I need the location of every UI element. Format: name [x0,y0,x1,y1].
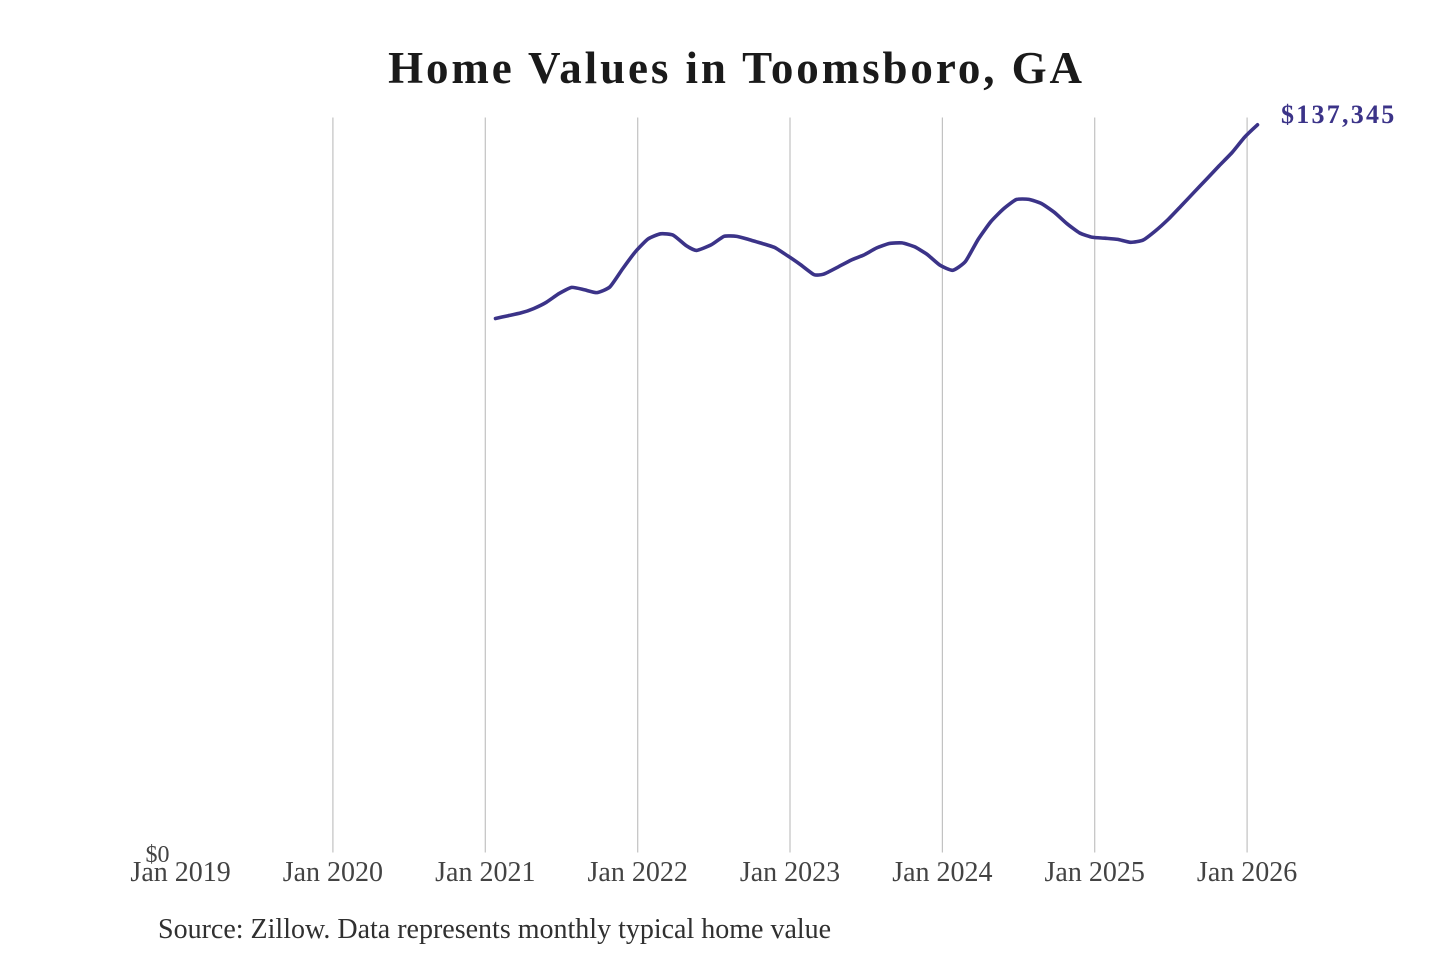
svg-text:Jan 2026: Jan 2026 [1197,857,1297,888]
svg-text:Jan 2020: Jan 2020 [283,857,383,888]
svg-text:Home Values in Toomsboro, GA: Home Values in Toomsboro, GA [388,43,1085,93]
svg-text:Jan 2025: Jan 2025 [1045,857,1145,888]
svg-text:$0: $0 [146,842,170,868]
svg-text:Jan 2021: Jan 2021 [435,857,535,888]
svg-text:Jan 2019: Jan 2019 [130,857,230,888]
svg-text:Source: Zillow. Data represent: Source: Zillow. Data represents monthly … [158,914,831,945]
svg-text:$137,345: $137,345 [1281,100,1397,129]
svg-text:Jan 2024: Jan 2024 [892,857,992,888]
svg-text:Jan 2022: Jan 2022 [588,857,688,888]
svg-text:Jan 2023: Jan 2023 [740,857,840,888]
